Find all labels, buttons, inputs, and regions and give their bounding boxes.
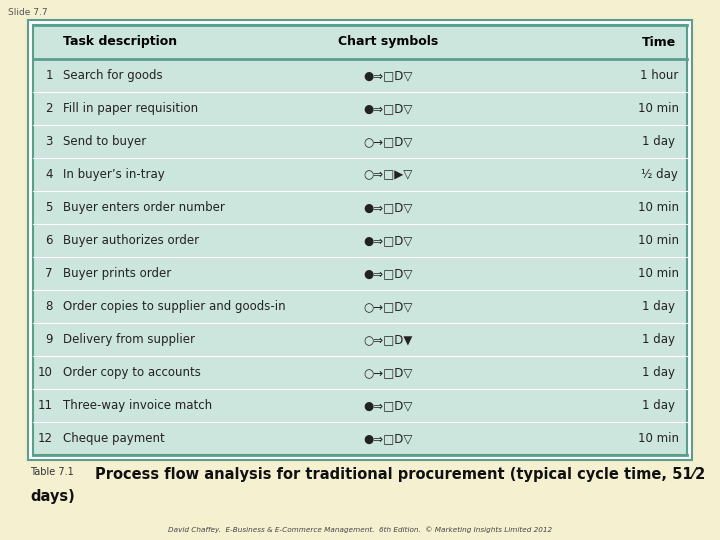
Text: 1 day: 1 day	[642, 399, 675, 412]
Text: 1 day: 1 day	[642, 135, 675, 148]
Text: ●⇒□D▽: ●⇒□D▽	[364, 102, 413, 115]
Text: 12: 12	[38, 432, 53, 445]
Text: Process flow analysis for traditional procurement (typical cycle time, 51⁄2: Process flow analysis for traditional pr…	[95, 467, 706, 482]
Text: 10 min: 10 min	[639, 102, 680, 115]
Text: 1 day: 1 day	[642, 333, 675, 346]
Text: 9: 9	[45, 333, 53, 346]
Text: 1: 1	[45, 69, 53, 82]
Text: ○→□D▽: ○→□D▽	[364, 366, 413, 379]
Text: 10: 10	[38, 366, 53, 379]
Text: Task description: Task description	[63, 36, 177, 49]
Text: ●⇒□D▽: ●⇒□D▽	[364, 201, 413, 214]
Text: ○⇒□▶▽: ○⇒□▶▽	[364, 168, 413, 181]
Text: Order copies to supplier and goods-in: Order copies to supplier and goods-in	[63, 300, 286, 313]
Text: 10 min: 10 min	[639, 267, 680, 280]
Text: 5: 5	[45, 201, 53, 214]
Text: 1 hour: 1 hour	[640, 69, 678, 82]
Text: Slide 7.7: Slide 7.7	[8, 8, 48, 17]
Text: Cheque payment: Cheque payment	[63, 432, 165, 445]
Text: 10 min: 10 min	[639, 201, 680, 214]
Text: Table 7.1: Table 7.1	[30, 467, 73, 477]
Text: Chart symbols: Chart symbols	[338, 36, 438, 49]
Text: 10 min: 10 min	[639, 234, 680, 247]
Text: 6: 6	[45, 234, 53, 247]
Text: Time: Time	[642, 36, 676, 49]
FancyBboxPatch shape	[33, 25, 687, 455]
Text: 8: 8	[45, 300, 53, 313]
Text: Buyer prints order: Buyer prints order	[63, 267, 171, 280]
Text: ○→□D▽: ○→□D▽	[364, 135, 413, 148]
Text: Delivery from supplier: Delivery from supplier	[63, 333, 195, 346]
Text: Search for goods: Search for goods	[63, 69, 163, 82]
Text: Three-way invoice match: Three-way invoice match	[63, 399, 212, 412]
FancyBboxPatch shape	[28, 20, 692, 460]
Text: Buyer enters order number: Buyer enters order number	[63, 201, 225, 214]
Text: Order copy to accounts: Order copy to accounts	[63, 366, 201, 379]
Text: ○→□D▽: ○→□D▽	[364, 300, 413, 313]
Text: In buyer’s in-tray: In buyer’s in-tray	[63, 168, 165, 181]
Text: ●⇒□D▽: ●⇒□D▽	[364, 267, 413, 280]
Text: ○⇒□D▼: ○⇒□D▼	[364, 333, 413, 346]
Text: ●⇒□D▽: ●⇒□D▽	[364, 432, 413, 445]
Text: 10 min: 10 min	[639, 432, 680, 445]
Text: 11: 11	[38, 399, 53, 412]
Text: Buyer authorizes order: Buyer authorizes order	[63, 234, 199, 247]
Text: ●⇒□D▽: ●⇒□D▽	[364, 399, 413, 412]
Text: 3: 3	[45, 135, 53, 148]
Text: David Chaffey.  E-Business & E-Commerce Management.  6th Edition.  © Marketing I: David Chaffey. E-Business & E-Commerce M…	[168, 526, 552, 533]
Text: 1 day: 1 day	[642, 300, 675, 313]
Text: ½ day: ½ day	[641, 168, 678, 181]
Text: Send to buyer: Send to buyer	[63, 135, 146, 148]
Text: ●⇒□D▽: ●⇒□D▽	[364, 234, 413, 247]
Text: ●⇒□D▽: ●⇒□D▽	[364, 69, 413, 82]
Text: 1 day: 1 day	[642, 366, 675, 379]
Text: days): days)	[30, 489, 75, 504]
Text: 2: 2	[45, 102, 53, 115]
Text: 7: 7	[45, 267, 53, 280]
Text: Fill in paper requisition: Fill in paper requisition	[63, 102, 198, 115]
Text: 4: 4	[45, 168, 53, 181]
